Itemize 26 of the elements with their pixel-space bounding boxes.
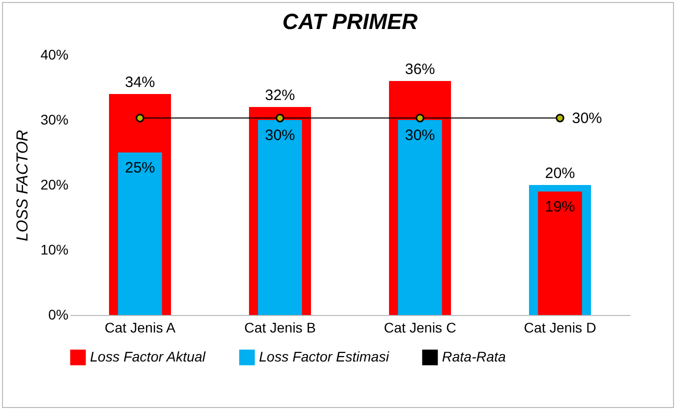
y-tick-label: 40% <box>40 46 68 62</box>
data-label: 30% <box>572 110 602 128</box>
data-label: 30% <box>404 127 436 144</box>
data-label: 34% <box>124 74 156 91</box>
y-tick-label: 30% <box>40 112 68 128</box>
data-label: 19% <box>544 198 576 216</box>
x-tick-label: Cat Jenis C <box>384 320 456 336</box>
y-tick-label: 10% <box>40 242 68 258</box>
x-tick-label: Cat Jenis B <box>244 320 316 336</box>
legend-label: Rata-Rata <box>442 348 506 364</box>
x-tick-label: Cat Jenis D <box>524 320 596 336</box>
x-tick-label: Cat Jenis A <box>104 320 176 336</box>
y-tick-label: 20% <box>40 176 68 192</box>
data-label: 32% <box>264 87 296 104</box>
data-label: 20% <box>544 165 576 182</box>
data-label: 30% <box>264 127 296 144</box>
legend-label: Loss Factor Estimasi <box>259 348 390 364</box>
data-label: 36% <box>404 61 436 78</box>
chart-title: CAT PRIMER <box>282 9 418 34</box>
legend-label: Loss Factor Aktual <box>90 348 206 364</box>
bar <box>258 120 302 315</box>
bar <box>118 152 162 315</box>
data-label: 25% <box>124 160 156 176</box>
y-tick-label: 0% <box>48 306 68 322</box>
y-axis-title: LOSS FACTOR <box>14 129 32 242</box>
bar <box>398 120 442 315</box>
